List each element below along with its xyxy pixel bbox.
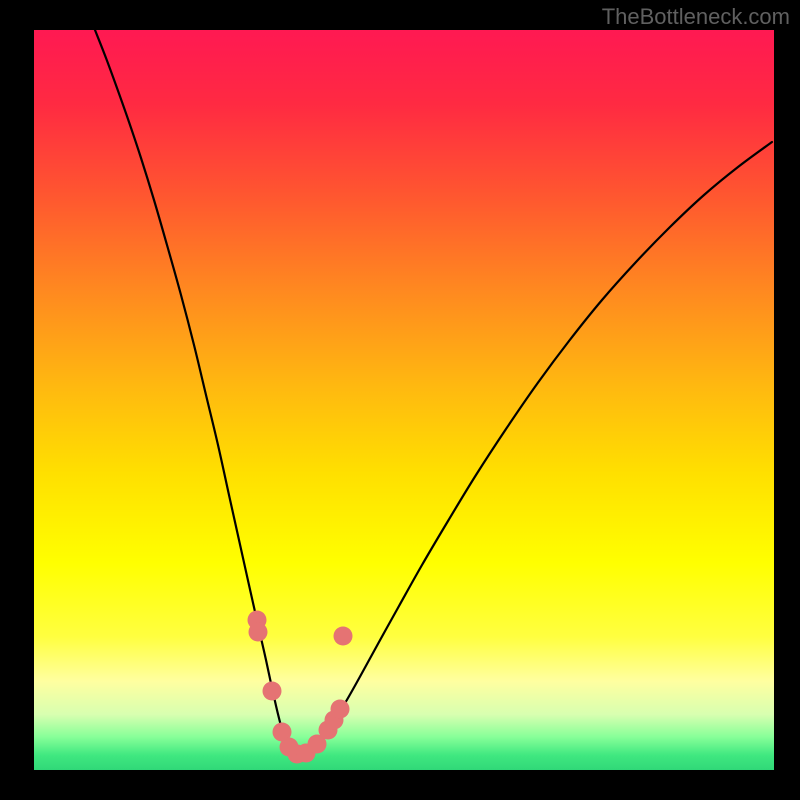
marker-dot xyxy=(331,700,350,719)
watermark-text: TheBottleneck.com xyxy=(602,4,790,30)
gradient-background xyxy=(34,30,774,770)
marker-dot xyxy=(249,623,268,642)
marker-dot xyxy=(263,682,282,701)
marker-dot xyxy=(334,627,353,646)
bottleneck-chart xyxy=(34,30,774,770)
chart-svg xyxy=(34,30,774,770)
